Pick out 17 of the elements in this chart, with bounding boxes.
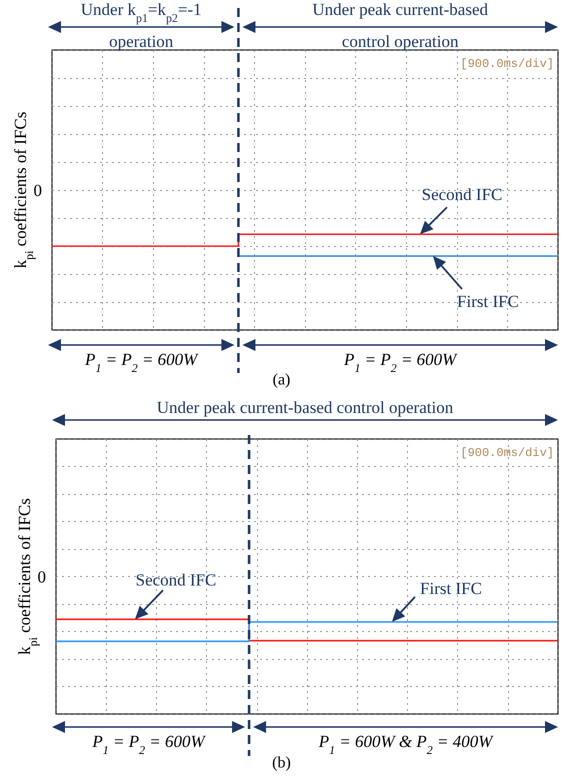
annotation: First IFC bbox=[457, 292, 519, 312]
text: Under k$_{p1}$=k$_{p2}$=-1 operation bbox=[80, 0, 202, 51]
annotation: Second IFC bbox=[422, 185, 502, 204]
text: Under peak current-based control operation bbox=[156, 398, 454, 417]
text: Under peak current-based control operation bbox=[312, 0, 488, 51]
text: [900.0ms/div] bbox=[460, 446, 554, 460]
text: P$_{1}$ = 600W & P$_{2}$ = 400W bbox=[318, 732, 494, 757]
text: (a) bbox=[272, 372, 290, 388]
text: P$_{1}$ = P$_{2}$ = 600W bbox=[343, 350, 458, 375]
annotation: First IFC bbox=[420, 578, 482, 598]
text: 0 bbox=[38, 568, 46, 586]
text: P$_{1}$ = P$_{2}$ = 600W bbox=[91, 732, 207, 757]
text: (b) bbox=[272, 754, 291, 772]
text: [900.0ms/div] bbox=[460, 57, 554, 71]
annotation: Second IFC bbox=[136, 570, 216, 590]
text: P$_{1}$ = P$_{2}$ = 600W bbox=[84, 350, 200, 375]
text: 0 bbox=[34, 181, 42, 200]
